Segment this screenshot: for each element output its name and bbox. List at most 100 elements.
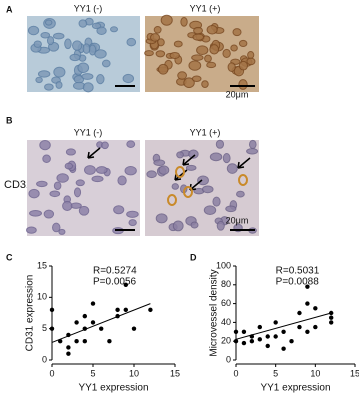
panel-title: YY1 (-) xyxy=(74,3,103,13)
nucleus xyxy=(206,24,218,35)
nucleus xyxy=(49,190,61,198)
nucleus xyxy=(117,175,127,186)
nucleus xyxy=(169,51,180,60)
nucleus xyxy=(27,25,40,36)
nucleus xyxy=(73,187,82,198)
y-axis-label: Microvessel density xyxy=(209,269,220,356)
nucleus xyxy=(77,62,90,74)
nucleus xyxy=(201,80,209,89)
point xyxy=(90,301,96,306)
nucleus xyxy=(33,40,42,48)
nucleus xyxy=(150,33,161,42)
micrograph xyxy=(26,139,140,236)
nucleus xyxy=(188,60,202,71)
point xyxy=(233,339,239,344)
nucleus xyxy=(201,185,214,194)
nucleus xyxy=(212,196,221,207)
nucleus xyxy=(46,36,55,46)
nucleus xyxy=(157,38,165,47)
nucleus xyxy=(183,77,195,89)
chart: C 0 5 10 15 0 5 10 15 YY1 expression CD31 expressi… xyxy=(6,252,180,393)
panel-title: YY1 (+) xyxy=(190,127,221,137)
nucleus xyxy=(172,220,184,232)
nucleus xyxy=(81,73,94,80)
nucleus xyxy=(185,164,197,171)
point xyxy=(249,339,255,344)
x-tick-label: 15 xyxy=(170,368,180,378)
nucleus xyxy=(222,48,231,59)
annotation: P=0.0088 xyxy=(276,277,320,288)
nucleus xyxy=(52,222,61,233)
annotation: R=0.5031 xyxy=(276,266,320,277)
scale-label: 20μm xyxy=(226,89,249,99)
point xyxy=(148,307,153,313)
panel-label: C xyxy=(6,252,13,262)
nucleus xyxy=(171,183,179,190)
x-tick-label: 5 xyxy=(273,368,278,378)
panel-label: A xyxy=(6,4,13,14)
x-tick-label: 10 xyxy=(310,368,320,378)
nucleus xyxy=(35,76,43,84)
nucleus xyxy=(113,205,125,215)
nucleus xyxy=(44,83,54,91)
nucleus xyxy=(216,220,225,231)
nucleus xyxy=(160,14,173,26)
nucleus xyxy=(191,75,202,82)
nucleus xyxy=(64,38,72,50)
nucleus xyxy=(126,37,137,47)
nucleus xyxy=(225,205,237,213)
row-label: CD31 xyxy=(4,179,32,191)
point xyxy=(90,320,96,325)
nucleus xyxy=(58,228,66,235)
x-tick-label: 0 xyxy=(49,368,54,378)
nucleus xyxy=(39,139,51,151)
x-tick-label: 0 xyxy=(233,368,238,378)
nucleus xyxy=(203,205,217,215)
nucleus xyxy=(248,139,257,150)
y-tick-label: 0 xyxy=(226,354,231,364)
nucleus xyxy=(28,188,40,199)
point xyxy=(241,329,247,334)
y-tick-label: 60 xyxy=(221,298,231,308)
point xyxy=(265,343,270,349)
nucleus xyxy=(122,73,135,84)
image-bg xyxy=(27,140,140,236)
panel-title: YY1 (-) xyxy=(74,127,103,137)
nucleus xyxy=(101,141,109,150)
point xyxy=(305,329,310,334)
nucleus xyxy=(206,61,217,69)
nucleus xyxy=(153,159,166,167)
nucleus xyxy=(215,139,225,149)
nucleus xyxy=(82,43,91,54)
nucleus xyxy=(197,175,209,186)
nucleus xyxy=(146,170,157,179)
nucleus xyxy=(158,165,170,175)
nucleus xyxy=(91,22,102,30)
point xyxy=(297,324,302,330)
nucleus xyxy=(191,54,204,61)
point xyxy=(74,339,79,344)
nucleus xyxy=(82,82,94,93)
point xyxy=(257,337,262,342)
stained-vessel xyxy=(175,166,185,178)
trend-line xyxy=(235,312,332,340)
y-tick-label: 100 xyxy=(216,260,231,270)
nucleus xyxy=(56,173,69,183)
nucleus xyxy=(188,149,199,159)
x-tick-label: 5 xyxy=(90,368,95,378)
scale-label: 20μm xyxy=(226,215,249,225)
nucleus xyxy=(36,180,48,188)
nucleus xyxy=(94,49,107,59)
point xyxy=(329,315,334,320)
nucleus xyxy=(65,148,76,156)
nucleus xyxy=(96,74,105,85)
nucleus xyxy=(69,53,81,62)
point xyxy=(74,320,79,325)
micrograph xyxy=(144,14,259,92)
x-tick-label: 15 xyxy=(350,368,359,378)
nucleus xyxy=(226,163,238,174)
point xyxy=(297,310,302,316)
panel-label: D xyxy=(190,252,197,262)
nucleus xyxy=(155,50,166,58)
